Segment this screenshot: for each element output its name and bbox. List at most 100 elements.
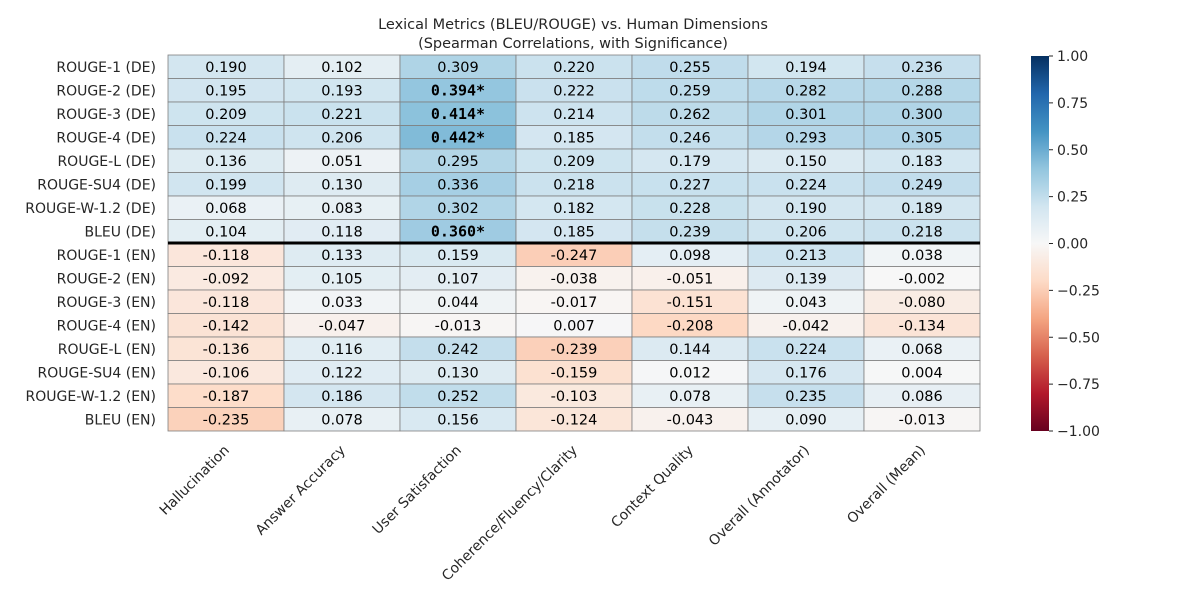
heatmap-cell-labels: 0.190 0.102 0.309 0.220 0.255 0.194 0.236 0.195… — [203, 60, 946, 429]
cell-value: 0.122 — [321, 365, 363, 381]
cell-value: 0.224 — [785, 342, 827, 358]
cell-value: 0.282 — [785, 83, 827, 99]
cell-value: -0.038 — [551, 271, 598, 287]
cell-value: 0.336 — [437, 177, 479, 193]
cell-value: -0.013 — [435, 318, 482, 334]
cell-value: 0.185 — [553, 130, 595, 146]
heatmap-cell — [863, 407, 981, 432]
cell-value: -0.002 — [899, 271, 946, 287]
cell-value: 0.068 — [901, 342, 943, 358]
cell-value: 0.224 — [205, 130, 247, 146]
cell-value: -0.239 — [551, 342, 598, 358]
cell-value: -0.159 — [551, 365, 598, 381]
row-label: ROUGE-W-1.2 (DE) — [25, 201, 156, 217]
row-labels: ROUGE-1 (DE) ROUGE-2 (DE) ROUGE-3 (DE) ROUG… — [25, 60, 156, 429]
cell-value: 0.259 — [669, 83, 711, 99]
cell-value: -0.247 — [551, 248, 598, 264]
cell-value: 0.186 — [321, 389, 363, 405]
cell-value: -0.013 — [899, 412, 946, 428]
cell-value: 0.130 — [437, 365, 479, 381]
row-label: ROUGE-L (EN) — [58, 342, 156, 358]
cell-value: 0.190 — [205, 60, 247, 76]
column-label: User Satisfaction — [370, 443, 465, 538]
colorbar-tick-label: −0.25 — [1057, 283, 1100, 299]
cell-value: -0.042 — [783, 318, 830, 334]
row-label: ROUGE-4 (DE) — [56, 130, 156, 146]
cell-value: 0.309 — [437, 60, 479, 76]
cell-value: 0.218 — [553, 177, 595, 193]
cell-value: 0.414* — [431, 105, 485, 123]
row-label: ROUGE-3 (EN) — [57, 295, 156, 311]
colorbar-tick-label: 0.25 — [1057, 190, 1088, 206]
cell-value: 0.249 — [901, 177, 943, 193]
cell-value: 0.199 — [205, 177, 247, 193]
cell-value: 0.206 — [321, 130, 363, 146]
cell-value: 0.179 — [669, 154, 711, 170]
cell-value: 0.182 — [553, 201, 595, 217]
cell-value: 0.220 — [553, 60, 595, 76]
cell-value: 0.222 — [553, 83, 595, 99]
row-label: ROUGE-1 (EN) — [57, 248, 156, 264]
cell-value: 0.193 — [321, 83, 363, 99]
cell-value: 0.300 — [901, 107, 943, 123]
heatmap-cells — [167, 54, 981, 432]
cell-value: 0.235 — [785, 389, 827, 405]
cell-value: 0.104 — [205, 224, 247, 240]
cell-value: 0.090 — [785, 412, 827, 428]
cell-value: -0.187 — [203, 389, 250, 405]
row-label: ROUGE-2 (EN) — [57, 271, 156, 287]
cell-value: -0.134 — [899, 318, 946, 334]
row-label: ROUGE-2 (DE) — [56, 83, 156, 99]
cell-value: 0.044 — [437, 295, 479, 311]
colorbar-tick-label: −0.75 — [1057, 377, 1100, 393]
row-label: ROUGE-3 (DE) — [56, 107, 156, 123]
cell-value: 0.043 — [785, 295, 827, 311]
cell-value: 0.394* — [431, 81, 485, 99]
column-labels: Hallucination Answer Accuracy User Satisfa… — [157, 443, 929, 585]
cell-value: 0.136 — [205, 154, 247, 170]
cell-value: 0.083 — [321, 201, 363, 217]
cell-value: 0.218 — [901, 224, 943, 240]
column-label: Answer Accuracy — [253, 443, 349, 539]
colorbar: 1.00 0.75 0.50 0.25 0.00 −0.25 −0.50 −0.75 −1.00 — [1031, 49, 1100, 440]
cell-value: 0.195 — [205, 83, 247, 99]
cell-value: -0.124 — [551, 412, 598, 428]
cell-value: -0.043 — [667, 412, 714, 428]
row-label: ROUGE-L (DE) — [57, 154, 156, 170]
cell-value: 0.302 — [437, 201, 479, 217]
row-label: BLEU (EN) — [85, 412, 156, 428]
cell-value: 0.183 — [901, 154, 943, 170]
cell-value: 0.442* — [431, 128, 485, 146]
cell-value: -0.051 — [667, 271, 714, 287]
colorbar-tick-label: 1.00 — [1057, 49, 1088, 65]
cell-value: 0.102 — [321, 60, 363, 76]
cell-value: 0.051 — [321, 154, 363, 170]
cell-value: 0.242 — [437, 342, 479, 358]
colorbar-gradient — [1031, 56, 1049, 431]
colorbar-tick-label: 0.00 — [1057, 237, 1088, 253]
cell-value: 0.228 — [669, 201, 711, 217]
colorbar-tick-label: 0.50 — [1057, 143, 1088, 159]
cell-value: 0.190 — [785, 201, 827, 217]
cell-value: 0.214 — [553, 107, 595, 123]
cell-value: 0.236 — [901, 60, 943, 76]
column-label: Context Quality — [608, 443, 697, 532]
cell-value: 0.156 — [437, 412, 479, 428]
cell-value: -0.151 — [667, 295, 714, 311]
row-label: BLEU (DE) — [85, 224, 157, 240]
cell-value: 0.098 — [669, 248, 711, 264]
colorbar-tick-label: 0.75 — [1057, 96, 1088, 112]
cell-value: 0.038 — [901, 248, 943, 264]
cell-value: 0.012 — [669, 365, 711, 381]
cell-value: 0.176 — [785, 365, 827, 381]
cell-value: 0.360* — [431, 222, 485, 240]
cell-value: 0.246 — [669, 130, 711, 146]
cell-value: 0.007 — [553, 318, 595, 334]
cell-value: -0.106 — [203, 365, 250, 381]
cell-value: 0.116 — [321, 342, 363, 358]
cell-value: -0.118 — [203, 295, 250, 311]
cell-value: 0.150 — [785, 154, 827, 170]
cell-value: 0.078 — [669, 389, 711, 405]
cell-value: 0.206 — [785, 224, 827, 240]
cell-value: -0.208 — [667, 318, 714, 334]
